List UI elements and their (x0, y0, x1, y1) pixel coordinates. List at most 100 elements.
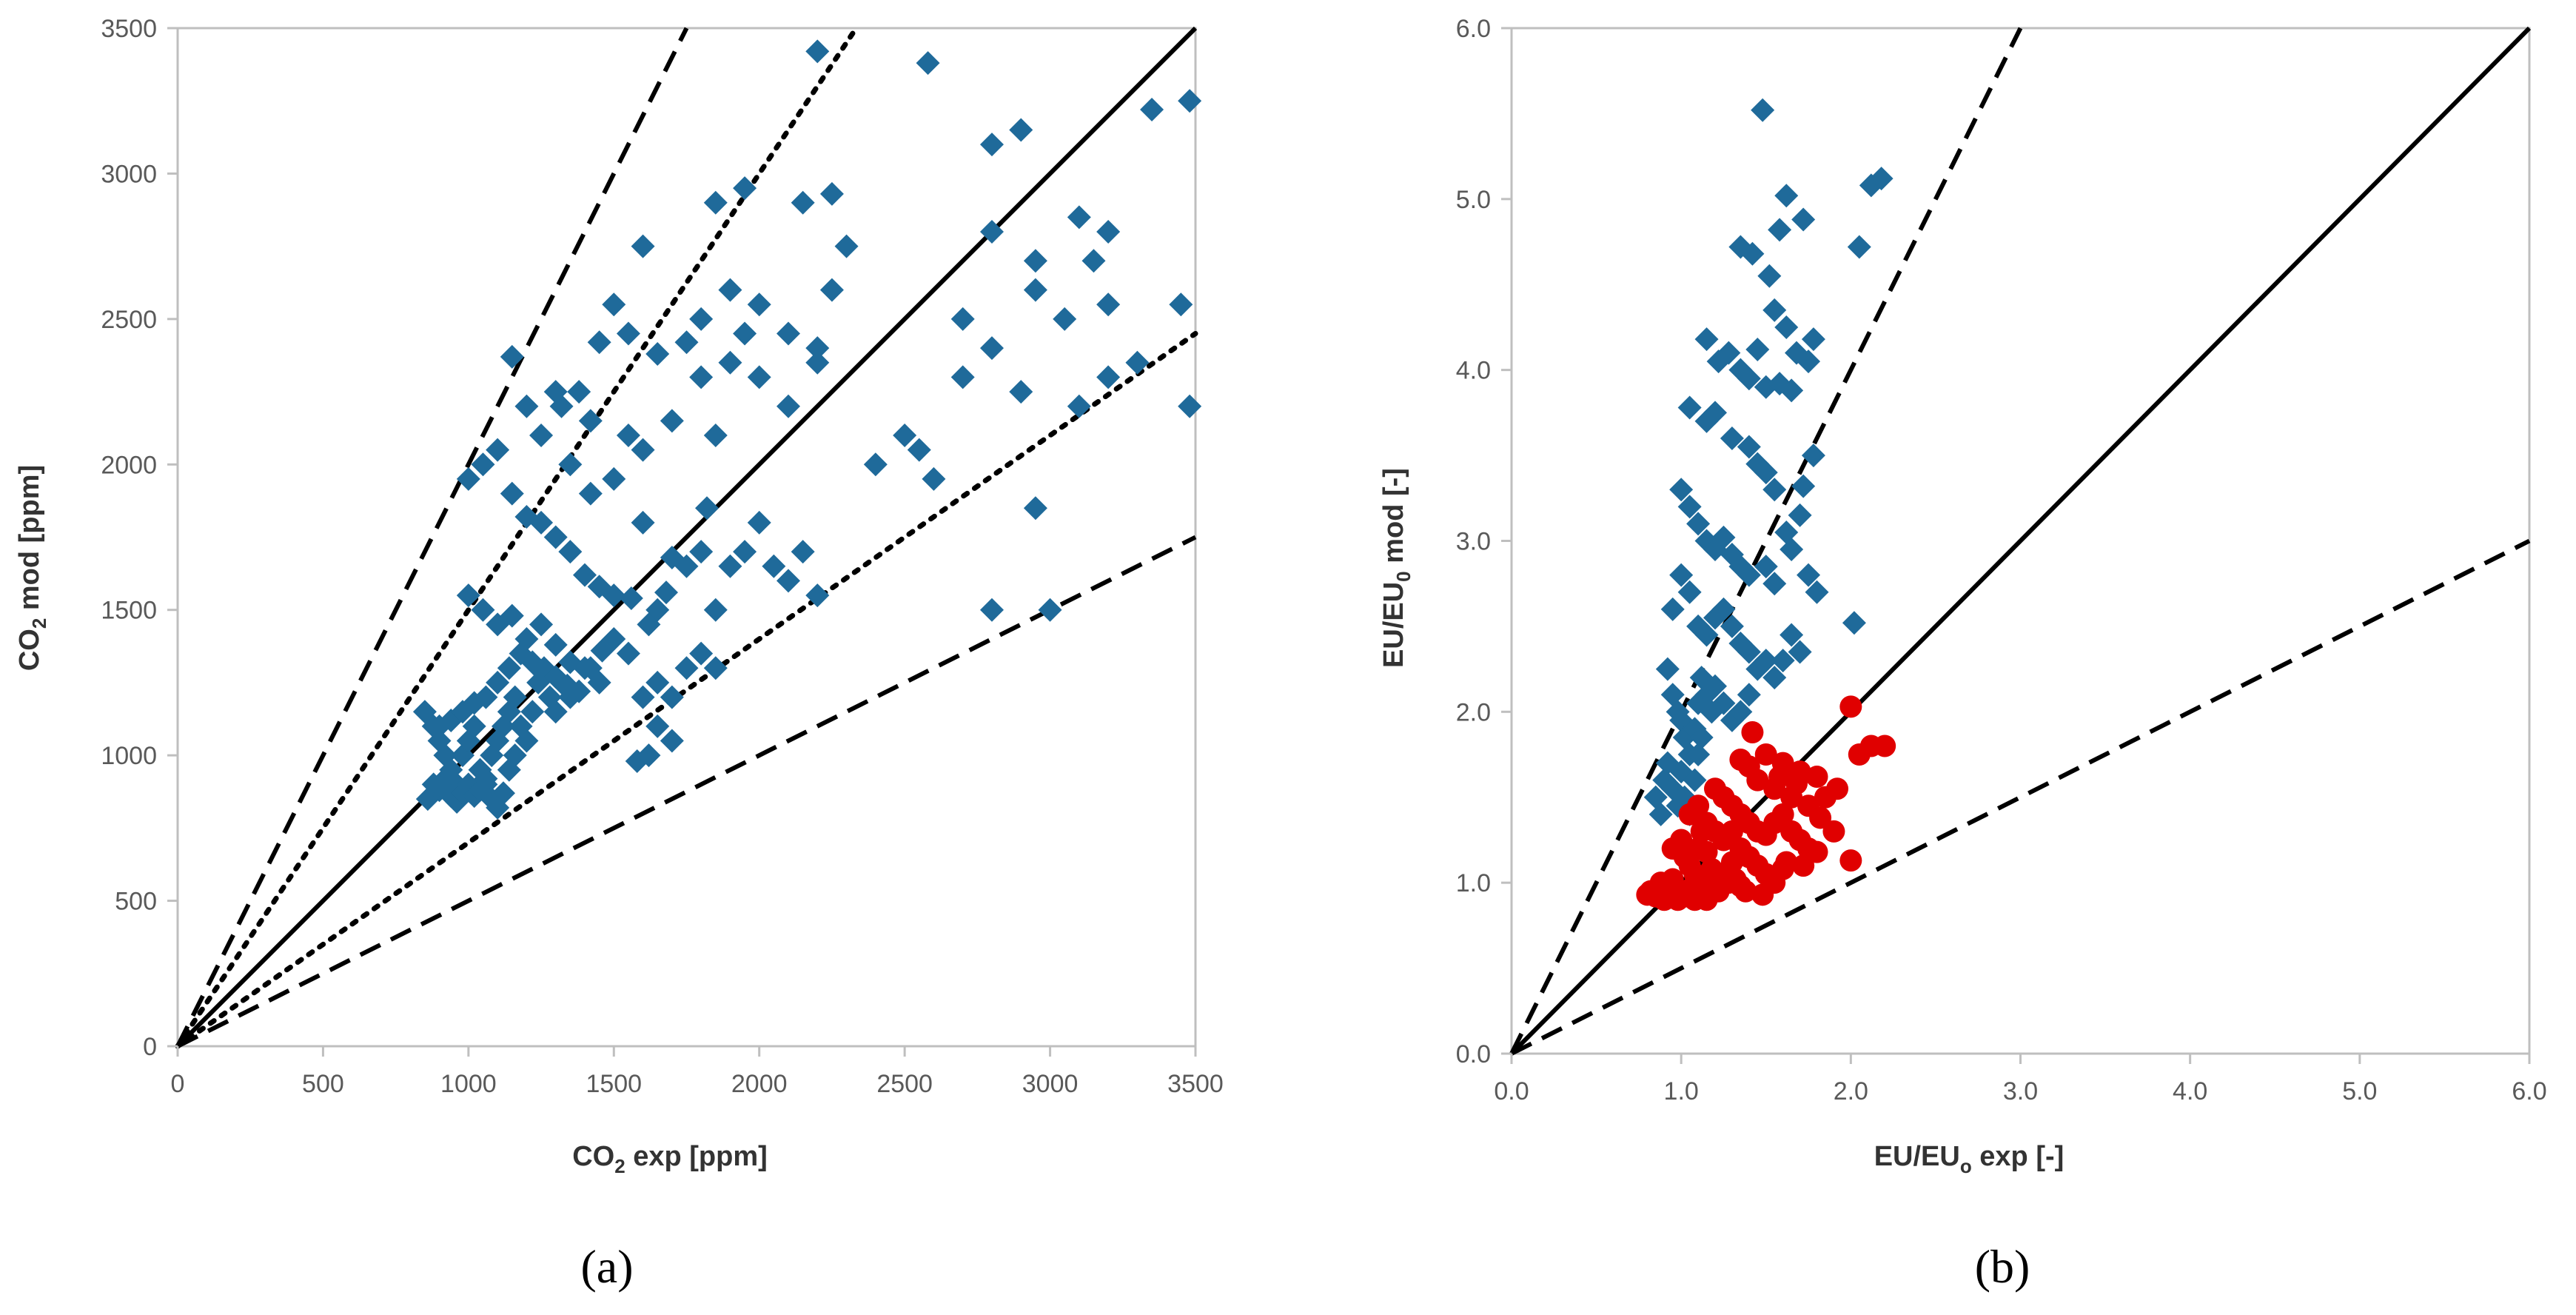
chart-b-series-0-point-82 (1737, 683, 1761, 707)
chart-a-series-0-point-53 (980, 220, 1004, 244)
chart-a-series-0-point-44 (1125, 350, 1150, 375)
chart-b-series-0-point-29 (1745, 452, 1770, 476)
chart-b-series-0-point-55 (1694, 623, 1719, 647)
chart-b-y-tick-label-0: 0.0 (1456, 1040, 1491, 1068)
chart-a-series-0-point-64 (660, 409, 684, 433)
chart-b-series-1-point-24 (1771, 803, 1794, 826)
chart-b-series-0-point-50 (1842, 611, 1866, 635)
chart-b-series-0-point-25 (1694, 409, 1719, 433)
chart-b-y-tick-label-6: 6.0 (1456, 15, 1491, 43)
chart-a-series-0-point-36 (1023, 278, 1047, 302)
chart-b-series-0-point-34 (1788, 503, 1812, 527)
chart-b-series-1-point-4 (1741, 721, 1764, 744)
chart-a-series-0-point-55 (1067, 205, 1091, 230)
chart-a-x-tick-label-4: 2000 (731, 1070, 788, 1098)
chart-b-series-1-point-29 (1792, 854, 1815, 877)
chart-a-series-0-point-82 (631, 438, 655, 462)
chart-b-series-0-point-42 (1720, 542, 1744, 566)
chart-a-series-0-point-166 (578, 656, 603, 680)
chart-a-series-0-point-51 (980, 133, 1004, 157)
chart-a-series-0-point-58 (578, 409, 603, 433)
chart-a-series-0-point-85 (486, 438, 510, 462)
chart-a-series-0-point-80 (602, 466, 626, 491)
chart-a-y-tick-label-5: 2500 (101, 306, 157, 334)
chart-b-series-0-point-6 (1757, 264, 1782, 288)
chart-a-series-0-point-33 (980, 598, 1004, 622)
chart-a-x-tick-label-7: 3500 (1167, 1070, 1224, 1098)
chart-a-series-0-point-110 (689, 641, 714, 666)
chart-a-series-0-point-10 (733, 540, 757, 564)
chart-b-x-tick-label-2: 2.0 (1834, 1077, 1868, 1105)
chart-a-reference-line-2 (175, 331, 1198, 1049)
chart-b-y-tick-label-5: 5.0 (1456, 186, 1491, 214)
chart-a-reference-line-0 (175, 26, 1198, 1048)
chart-b-series-0-point-32 (1791, 474, 1816, 498)
chart-b-series-0-point-8 (1791, 207, 1816, 232)
chart-a-series-0-point-9 (718, 554, 742, 578)
chart-b-x-tick-label-1: 1.0 (1664, 1077, 1699, 1105)
chart-b-series-0-point-0 (1751, 98, 1775, 122)
chart-a-series-0-point-43 (1096, 292, 1121, 317)
chart-a-series-0-point-24 (819, 181, 844, 206)
chart-b-series-1-point-53 (1695, 840, 1718, 863)
chart-b-series-0-point-18 (1728, 358, 1753, 382)
chart-a-series-0-point-147 (474, 766, 498, 791)
chart-a-y-tick-label-1: 500 (115, 888, 157, 916)
chart-panel-b: 0.0 1.0 2.0 3.0 4.0 5.0 6.0 0.0 1.0 2.0 3.0 4.0 5.0 6… (1288, 0, 2576, 1315)
chart-a-series-0-point-72 (805, 336, 830, 361)
chart-b-series-0-point-94 (1689, 725, 1714, 749)
chart-a-series-0-point-47 (1178, 89, 1202, 113)
chart-a-series-0-point-8 (703, 598, 728, 622)
chart-a-series-0-point-27 (893, 424, 917, 447)
chart-a-series-0-point-16 (689, 307, 714, 331)
chart-b-series-0-point-27 (1720, 426, 1744, 450)
chart-b-series-0-point-12 (1774, 315, 1799, 339)
chart-b-series-1-point-5 (1754, 743, 1777, 766)
chart-a-series-0-point-86 (500, 481, 524, 506)
chart-a-series-0-point-31 (950, 365, 975, 389)
chart-b-series-0-point-89 (1669, 760, 1694, 784)
chart-b-panel-label: (b) (1975, 1240, 2030, 1293)
chart-a-y-tick-label-7: 3500 (101, 15, 157, 43)
chart-a-series-0-point-129 (514, 729, 539, 753)
chart-a-series-0-point-99 (529, 612, 554, 637)
chart-a-series-0-point-170 (660, 729, 684, 753)
chart-a-svg: 0 500 1000 1500 2000 2500 3000 3500 0 500 1000 1500… (14, 15, 1224, 1293)
chart-b-series-1-point-43 (1751, 883, 1774, 906)
chart-b-series-1-point-32 (1687, 794, 1710, 817)
chart-b-series-0-point-60 (1737, 640, 1761, 664)
chart-a-series-0-point-76 (529, 424, 554, 447)
chart-a-series-0-point-95 (471, 598, 495, 622)
chart-b-ticks: 0.0 1.0 2.0 3.0 4.0 5.0 6.0 0.0 1.0 2.0 3.0 4.0 5.0 6… (1456, 15, 2547, 1105)
chart-a-series-0-point-38 (1053, 307, 1077, 331)
chart-b-x-tick-label-3: 3.0 (2003, 1077, 2038, 1105)
chart-a-series-0-point-5 (674, 554, 699, 578)
chart-a-series-0-point-28 (907, 438, 931, 462)
chart-a-x-tick-label-0: 0 (171, 1070, 185, 1098)
chart-a-y-tick-label-0: 0 (143, 1033, 157, 1061)
chart-b-svg: 0.0 1.0 2.0 3.0 4.0 5.0 6.0 0.0 1.0 2.0 3.0 4.0 5.0 6… (1378, 15, 2547, 1293)
chart-a-x-tick-label-6: 3000 (1022, 1070, 1079, 1098)
chart-b-series-1-point-58 (1720, 851, 1743, 874)
chart-a-series-0-point-45 (1140, 98, 1164, 121)
chart-a-series-0-point-172 (637, 743, 661, 768)
chart-a-series-0-point-105 (616, 641, 640, 666)
chart-b-series-1-point-11 (1746, 769, 1769, 792)
chart-b-series-0-point-44 (1737, 563, 1761, 587)
chart-a-y-tick-label-2: 1000 (101, 742, 157, 770)
chart-a-series-0-point-25 (834, 234, 859, 258)
chart-a-series-0-point-90 (558, 540, 583, 564)
chart-b-series-0-point-78 (1703, 674, 1727, 698)
chart-b-y-tick-label-1: 1.0 (1456, 869, 1491, 897)
chart-a-series-0-point-152 (503, 743, 527, 768)
chart-a-series-0-point-70 (747, 365, 771, 389)
chart-b-series-0-point-28 (1737, 435, 1761, 459)
chart-a-series-0-point-100 (543, 632, 568, 657)
chart-b-series-1-point-0 (1839, 695, 1862, 718)
chart-b-series-1-point-3 (1848, 743, 1871, 766)
chart-b-series-0-point-19 (1737, 367, 1761, 391)
chart-a-series-0-point-18 (747, 292, 771, 317)
chart-b-series-0-point-11 (1745, 337, 1770, 361)
chart-a-series-0-point-1 (631, 510, 655, 535)
chart-a-series-0-point-62 (631, 234, 655, 258)
